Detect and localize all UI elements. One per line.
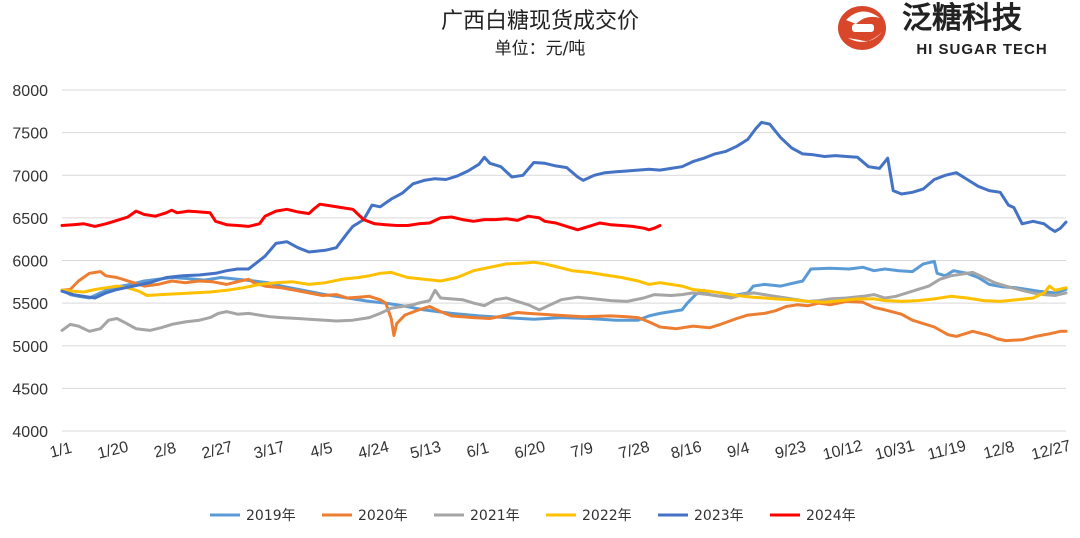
x-tick-label: 1/1 [48,440,74,462]
legend-label: 2024年 [806,508,856,524]
series-lines [60,120,1068,343]
x-tick-label: 7/9 [569,440,595,462]
y-tick-label: 6000 [12,254,48,271]
legend-label: 2022年 [582,508,632,524]
x-tick-label: 12/8 [982,439,1016,463]
y-tick-label: 7500 [12,126,48,143]
y-tick-label: 7000 [12,168,48,185]
y-axis: 4000 4500 5000 5500 6000 6500 7000 7500 8000 [12,83,48,441]
grid [62,89,1066,432]
series-line-2 [60,270,1068,343]
series-line-6 [60,202,662,232]
x-tick-label: 10/12 [821,438,864,464]
x-tick-label: 6/1 [465,440,491,462]
x-tick-label: 12/27 [1030,438,1073,464]
y-tick-label: 5000 [12,339,48,356]
x-tick-label: 4/24 [356,439,390,463]
legend-label: 2020年 [358,508,408,524]
y-tick-label: 6500 [12,211,48,228]
series-line-3 [60,270,1068,333]
chart-title: 广西白糖现货成交价 [441,9,639,34]
series-line-4 [60,260,1068,304]
logo-mark-icon [838,6,886,50]
series-line-1 [60,259,1068,322]
legend-label: 2019年 [246,508,296,524]
x-tick-label: 8/16 [669,439,703,463]
x-tick-label: 6/20 [513,439,547,463]
x-tick-label: 9/4 [726,440,752,462]
brand-name-en: HI SUGAR TECH [916,41,1047,58]
x-tick-label: 4/5 [309,440,335,462]
x-tick-label: 2/8 [152,440,178,462]
y-tick-label: 8000 [12,83,48,100]
series-line-5 [60,120,1068,300]
chart-subtitle: 单位：元/吨 [495,39,586,59]
x-axis: 1/1 1/20 2/8 2/27 3/17 4/5 4/24 5/13 6/1 6/20 7/9 7… [48,438,1073,464]
legend-label: 2023年 [694,508,744,524]
x-tick-label: 11/19 [926,438,968,464]
x-tick-label: 5/13 [409,439,443,463]
x-tick-label: 10/31 [873,438,916,464]
brand-name-cn: 泛糖科技 [902,1,1022,36]
brand-logo: 泛糖科技 HI SUGAR TECH [838,1,1047,58]
legend-label: 2021年 [470,508,520,524]
legend: 2019年 2020年 2021年 2022年 2023年 2024年 [210,508,856,524]
x-tick-label: 7/28 [617,439,651,463]
y-tick-label: 4000 [12,424,48,441]
x-tick-label: 3/17 [252,439,286,463]
y-tick-label: 4500 [12,381,48,398]
x-tick-label: 2/27 [200,439,234,463]
y-tick-label: 5500 [12,296,48,313]
x-tick-label: 9/23 [773,439,807,463]
x-tick-label: 1/20 [96,439,130,463]
